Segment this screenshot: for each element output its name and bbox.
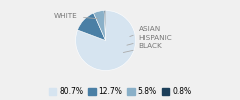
Wedge shape: [104, 10, 106, 40]
Wedge shape: [78, 13, 106, 40]
Legend: 80.7%, 12.7%, 5.8%, 0.8%: 80.7%, 12.7%, 5.8%, 0.8%: [49, 87, 191, 96]
Text: WHITE: WHITE: [54, 13, 97, 19]
Text: ASIAN: ASIAN: [130, 26, 161, 36]
Text: HISPANIC: HISPANIC: [127, 34, 172, 45]
Text: BLACK: BLACK: [123, 44, 162, 52]
Wedge shape: [94, 10, 106, 40]
Wedge shape: [76, 10, 136, 70]
